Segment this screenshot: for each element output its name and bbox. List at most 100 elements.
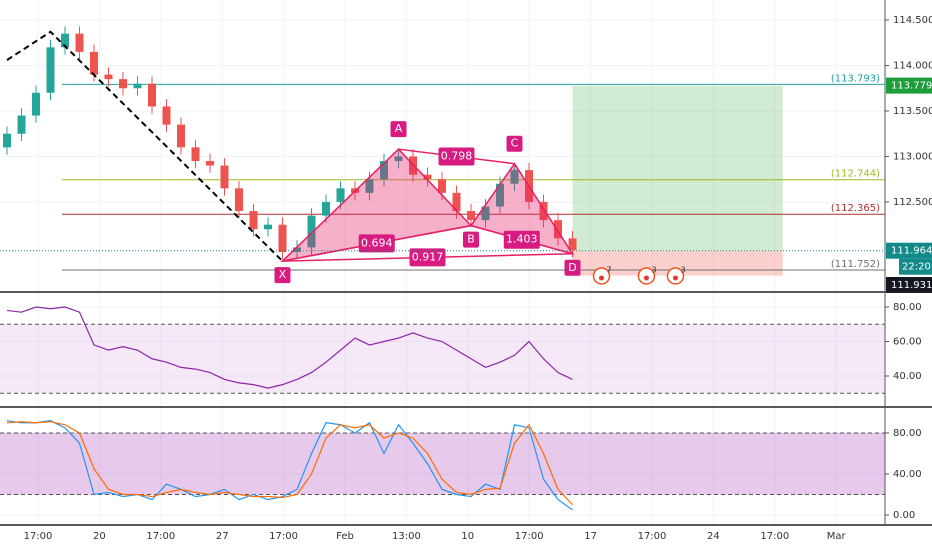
candle-body xyxy=(191,147,200,162)
candle-body xyxy=(365,179,374,193)
point-box xyxy=(463,231,479,248)
candle-body xyxy=(177,124,185,148)
candle-body xyxy=(17,115,26,134)
event-label: 7 xyxy=(607,266,612,275)
trend-line xyxy=(6,30,284,262)
y-tick-label: 80.00 xyxy=(893,428,922,439)
x-tick-label: 17:00 xyxy=(146,531,175,542)
x-tick-label: 24 xyxy=(707,531,720,542)
ratio-label: 0.917 xyxy=(412,250,444,263)
candle-body xyxy=(423,174,432,180)
level-label: (112.744) xyxy=(831,169,880,180)
ratio-label: 1.403 xyxy=(506,233,538,246)
point-label: D xyxy=(568,261,576,274)
event-label: 3 xyxy=(680,266,685,275)
candle-body xyxy=(322,201,330,216)
candle-body xyxy=(394,156,403,162)
y-tick-label: 0.00 xyxy=(893,510,915,521)
candle-body xyxy=(61,33,69,48)
candle-body xyxy=(235,188,243,212)
candle-body xyxy=(481,206,490,221)
x-tick-label: Feb xyxy=(336,531,354,542)
point-box xyxy=(274,267,291,284)
candle-body xyxy=(32,92,40,116)
candle-body xyxy=(496,183,504,207)
ratio-label: 0.798 xyxy=(441,149,473,162)
level-label: (112.365) xyxy=(831,203,880,214)
x-tick-label: 17:00 xyxy=(760,531,789,542)
candle-body xyxy=(452,192,461,212)
candle-body xyxy=(119,79,127,89)
y-tick-label: 40.00 xyxy=(893,371,922,382)
point-box xyxy=(564,259,581,276)
ratio-box xyxy=(438,147,475,166)
candle-body xyxy=(510,170,519,184)
level-label: (111.752) xyxy=(831,259,880,270)
candle-body xyxy=(467,211,475,221)
candle-body xyxy=(438,179,446,193)
ratio-box xyxy=(358,234,395,253)
x-tick-label: 17:00 xyxy=(638,531,667,542)
candle-body xyxy=(293,247,301,252)
time-badge xyxy=(899,258,932,275)
x-tick-label: 17 xyxy=(584,531,597,542)
indicator-line xyxy=(6,420,573,511)
ratio-box xyxy=(503,230,540,249)
point-box xyxy=(390,121,407,138)
price-badge xyxy=(886,77,932,94)
x-tick-label: 10 xyxy=(461,531,474,542)
candle-body xyxy=(148,83,156,107)
profit-zone xyxy=(572,85,783,251)
event-dot xyxy=(672,275,678,281)
point-label: X xyxy=(279,268,287,281)
candle-body xyxy=(380,161,388,180)
last-badge xyxy=(886,277,932,293)
candle-body xyxy=(162,106,171,125)
point-label: B xyxy=(467,233,475,246)
candle-body xyxy=(249,211,258,230)
event-label: 3 xyxy=(651,266,656,275)
point-box xyxy=(506,135,523,152)
indicator-band xyxy=(0,324,885,394)
price-badge xyxy=(886,242,932,259)
y-tick-label: 40.00 xyxy=(893,469,922,480)
candle-body xyxy=(409,156,417,175)
indicator-line xyxy=(6,306,573,389)
y-tick-label: 114.000 xyxy=(893,60,932,71)
candle-body xyxy=(307,215,316,248)
candle-body xyxy=(554,220,562,239)
candle-body xyxy=(90,51,98,75)
x-tick-label: 17:00 xyxy=(24,531,53,542)
x-tick-label: 27 xyxy=(216,531,229,542)
candle-body xyxy=(133,83,142,89)
y-tick-label: 80.00 xyxy=(893,302,922,313)
candle-body xyxy=(104,74,113,80)
price-badge-label: 113.779 xyxy=(891,81,932,92)
candle-body xyxy=(75,33,84,52)
candle-body xyxy=(3,133,11,148)
candle-body xyxy=(278,224,287,252)
event-dot xyxy=(643,275,649,281)
y-tick-label: 114.500 xyxy=(893,15,932,26)
candle-body xyxy=(539,201,548,221)
x-tick-label: 17:00 xyxy=(515,531,544,542)
x-tick-label: 17:00 xyxy=(269,531,298,542)
y-tick-label: 113.500 xyxy=(893,106,932,117)
candle-body xyxy=(220,165,229,189)
last-badge-label: 111.931 xyxy=(891,280,932,291)
ratio-label: 0.694 xyxy=(361,236,393,249)
candle-body xyxy=(568,238,577,251)
time-badge-label: 22:20 xyxy=(902,262,931,273)
point-label: C xyxy=(511,137,519,150)
candle-body xyxy=(206,161,214,166)
candle-body xyxy=(264,224,272,230)
y-tick-label: 113.000 xyxy=(893,151,932,162)
x-tick-label: Mar xyxy=(827,531,847,542)
event-dot xyxy=(599,275,604,281)
point-label: A xyxy=(395,122,403,135)
y-tick-label: 112.500 xyxy=(893,197,932,208)
candle-body xyxy=(336,188,345,202)
y-tick-label: 60.00 xyxy=(893,337,922,348)
candle-body xyxy=(46,47,55,93)
